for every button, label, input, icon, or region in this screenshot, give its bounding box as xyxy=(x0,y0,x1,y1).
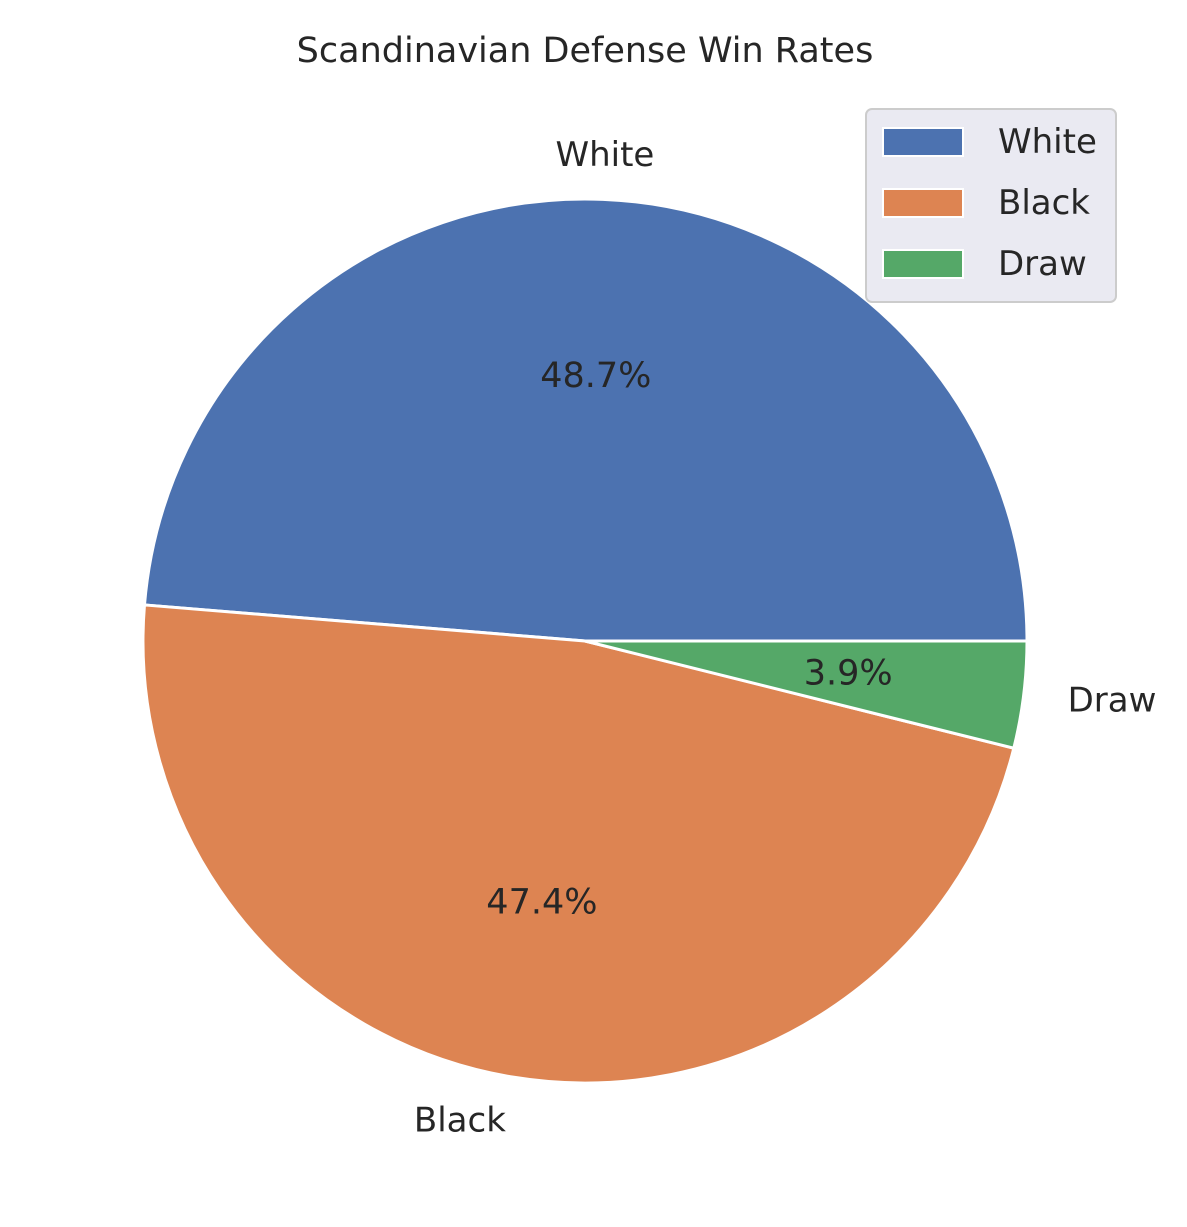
legend: White Black Draw xyxy=(865,108,1117,303)
slice-percent-black: 47.4% xyxy=(486,883,597,923)
legend-label-draw: Draw xyxy=(998,244,1087,284)
legend-swatch-black xyxy=(882,188,964,218)
slice-label-white: White xyxy=(555,135,654,175)
legend-swatch-white xyxy=(882,127,964,157)
slice-percent-labels: 48.7% 47.4% 3.9% xyxy=(486,356,892,923)
pie-slices xyxy=(141,197,1029,1085)
pie-slice-white xyxy=(142,197,1029,643)
pie-slice-draw xyxy=(583,639,1029,750)
slice-label-draw: Draw xyxy=(1068,680,1157,720)
chart-title: Scandinavian Defense Win Rates xyxy=(297,31,874,71)
slice-percent-draw: 3.9% xyxy=(804,653,893,693)
slice-category-labels: White Black Draw xyxy=(414,135,1157,1140)
pie-slice-black xyxy=(141,603,1016,1085)
legend-swatch-draw xyxy=(882,249,964,279)
legend-label-black: Black xyxy=(998,183,1090,223)
legend-label-white: White xyxy=(998,122,1097,162)
slice-label-black: Black xyxy=(414,1101,506,1141)
slice-percent-white: 48.7% xyxy=(540,356,651,396)
